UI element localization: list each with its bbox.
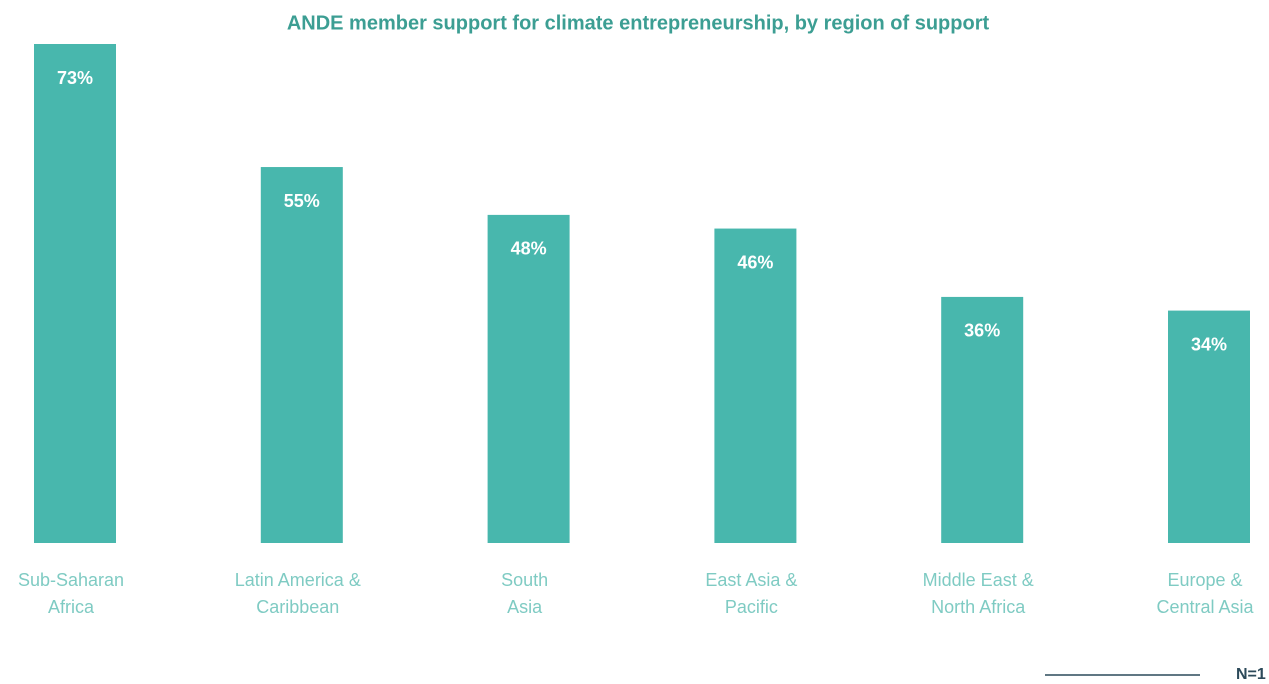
x-tick-label: North Africa — [931, 597, 1026, 617]
bar — [34, 44, 116, 543]
data-label: 48% — [511, 239, 547, 259]
x-tick-label: Middle East & — [923, 570, 1034, 590]
note: N=1 — [1236, 666, 1266, 683]
x-tick-label: Caribbean — [256, 597, 339, 617]
x-tick-label: Europe & — [1167, 570, 1242, 590]
x-tick-label: Africa — [48, 597, 95, 617]
x-tick-label: Latin America & — [235, 570, 361, 590]
bar — [1168, 310, 1250, 543]
x-tick-label: Pacific — [725, 597, 778, 617]
data-label: 36% — [964, 321, 1000, 341]
data-label: 73% — [57, 68, 93, 88]
bar — [487, 214, 570, 543]
x-tick-label: Sub-Saharan — [18, 570, 124, 590]
x-tick-label: Central Asia — [1156, 597, 1254, 617]
bar — [941, 296, 1024, 543]
chart-title: ANDE member support for climate entrepre… — [287, 12, 990, 34]
x-tick-label: South — [501, 570, 548, 590]
data-label: 34% — [1191, 334, 1227, 354]
data-label: 46% — [737, 252, 773, 272]
data-label: 55% — [284, 191, 320, 211]
x-tick-label: East Asia & — [705, 570, 797, 590]
bar — [260, 167, 343, 544]
bar — [714, 228, 797, 543]
x-tick-label: Asia — [507, 597, 543, 617]
